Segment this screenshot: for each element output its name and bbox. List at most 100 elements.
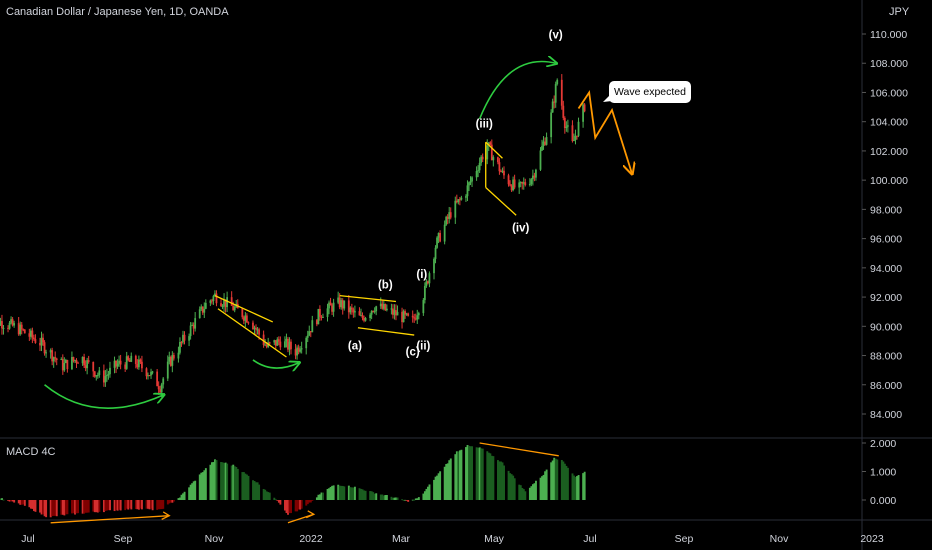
macd-histogram-bar	[267, 492, 270, 500]
macd-histogram-bar	[74, 500, 76, 515]
candle-up	[203, 308, 206, 313]
macd-histogram-bar	[349, 487, 352, 500]
candle-down	[395, 310, 397, 316]
candle-up	[74, 360, 76, 362]
macd-histogram-bar	[279, 500, 282, 505]
candle-up	[151, 371, 154, 373]
macd-tick-label: 0.000	[870, 495, 896, 507]
macd-histogram-bar	[49, 500, 52, 518]
macd-histogram-bar	[487, 452, 490, 500]
macd-histogram-bar	[460, 449, 463, 500]
candle-down	[427, 281, 429, 284]
candle-up	[311, 320, 314, 333]
macd-histogram-bar	[539, 477, 542, 500]
macd-histogram-bar	[10, 500, 13, 502]
macd-histogram-bar	[393, 497, 396, 500]
macd-histogram-bar	[188, 487, 191, 500]
macd-histogram-bar	[395, 497, 397, 500]
macd-histogram-bar	[159, 500, 162, 510]
macd-histogram-bar	[315, 497, 318, 500]
macd-histogram-bar	[458, 450, 461, 500]
candle-down	[268, 342, 271, 344]
macd-histogram-bar	[392, 497, 394, 500]
candle-down	[33, 337, 35, 340]
candle-up	[113, 360, 116, 368]
candle-down	[141, 361, 143, 369]
macd-histogram-bar	[402, 499, 405, 501]
candle-up	[10, 319, 12, 323]
macd-histogram-bar	[20, 500, 23, 505]
candle-up	[448, 212, 451, 219]
candle-up	[60, 358, 63, 360]
macd-histogram-bar	[465, 447, 467, 500]
candle-down	[119, 360, 122, 365]
time-tick-label: 2023	[860, 533, 884, 545]
macd-histogram-bar	[156, 500, 159, 510]
candle-down	[553, 101, 556, 103]
candle-up	[480, 156, 483, 163]
macd-histogram-bar	[322, 492, 324, 500]
candle-down	[562, 105, 565, 118]
macd-histogram-bar	[179, 497, 181, 500]
candle-down	[255, 327, 257, 330]
macd-histogram-bar	[277, 500, 280, 503]
candle-down	[224, 299, 227, 308]
candle-down	[83, 356, 86, 366]
candle-up	[95, 375, 98, 377]
candle-down	[350, 307, 353, 310]
candle-down	[361, 315, 364, 318]
macd-histogram-bar	[571, 473, 574, 500]
macd-histogram-bar	[413, 499, 416, 501]
candle-up	[573, 140, 575, 142]
candle-up	[81, 356, 84, 364]
macd-histogram-bar	[509, 473, 512, 500]
macd-histogram-bar	[139, 500, 142, 509]
macd-histogram-bar	[528, 487, 531, 500]
macd-histogram-bar	[385, 494, 388, 500]
macd-histogram-bar	[373, 493, 376, 500]
candle-up	[328, 302, 330, 309]
triangle-upper-line	[485, 141, 503, 159]
candle-down	[242, 317, 245, 321]
macd-histogram-bar	[343, 486, 346, 500]
candle-up	[340, 300, 343, 308]
macd-histogram-bar	[498, 461, 501, 500]
macd-histogram-bar	[309, 500, 312, 503]
macd-histogram-bar	[338, 485, 341, 500]
candle-down	[72, 357, 75, 361]
macd-histogram-bar	[519, 485, 522, 500]
macd-histogram-bar	[242, 472, 245, 500]
price-tick-label: 106.000	[870, 87, 908, 99]
macd-histogram-bar	[416, 498, 419, 500]
macd-histogram-bar	[288, 500, 291, 514]
macd-histogram-bar	[66, 500, 69, 515]
macd-histogram-bar	[551, 460, 554, 500]
candle-up	[486, 145, 489, 160]
macd-histogram-bar	[553, 457, 556, 500]
candle-up	[191, 324, 194, 326]
candle-down	[372, 310, 375, 312]
candle-up	[125, 356, 128, 369]
candle-up	[63, 362, 66, 371]
bottom-arc-arrow	[44, 384, 164, 409]
macd-histogram-bar	[297, 500, 300, 510]
flag-upper-line	[339, 294, 397, 303]
candle-down	[20, 324, 23, 330]
macd-histogram-bar	[422, 493, 425, 500]
macd-histogram-bar	[576, 476, 578, 500]
macd-histogram-bar	[300, 500, 303, 509]
macd-histogram-bar	[541, 476, 544, 500]
macd-histogram-bar	[1, 498, 3, 500]
macd-histogram-bar	[573, 475, 575, 500]
macd-histogram-bar	[445, 464, 448, 500]
macd-histogram-bar	[118, 500, 121, 510]
macd-histogram-bar	[86, 500, 89, 513]
candle-down	[157, 386, 160, 390]
candle-down	[39, 342, 41, 346]
macd-histogram-bar	[329, 486, 332, 500]
time-tick-label: Nov	[770, 533, 789, 545]
candle-up	[393, 310, 396, 315]
candle-down	[309, 331, 312, 333]
candle-up	[445, 216, 448, 225]
macd-histogram-bar	[136, 500, 139, 510]
